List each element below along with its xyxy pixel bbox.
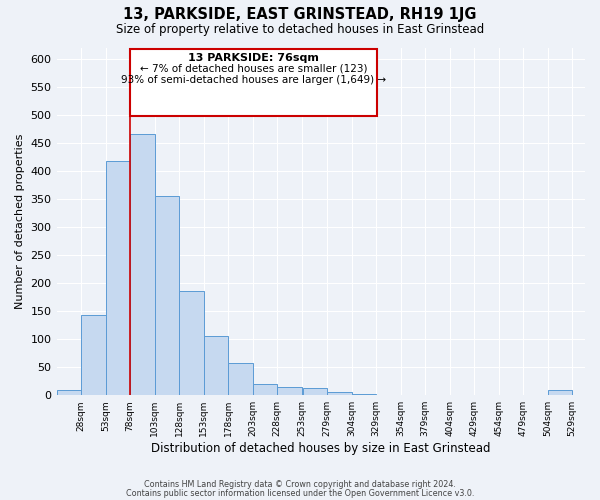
Bar [253,384,277,395]
Bar [106,161,130,395]
Bar [130,134,155,395]
Bar [352,394,376,395]
Bar [376,394,401,395]
Text: 13, PARKSIDE, EAST GRINSTEAD, RH19 1JG: 13, PARKSIDE, EAST GRINSTEAD, RH19 1JG [123,8,477,22]
X-axis label: Distribution of detached houses by size in East Grinstead: Distribution of detached houses by size … [151,442,491,455]
Text: ← 7% of detached houses are smaller (123): ← 7% of detached houses are smaller (123… [140,64,367,74]
Text: Contains HM Land Registry data © Crown copyright and database right 2024.: Contains HM Land Registry data © Crown c… [144,480,456,489]
Bar [155,196,179,395]
Bar [327,392,352,395]
Bar [179,292,203,395]
Bar [401,394,425,395]
Text: 13 PARKSIDE: 76sqm: 13 PARKSIDE: 76sqm [188,52,319,62]
FancyBboxPatch shape [130,48,377,116]
Bar [277,387,302,395]
Bar [228,363,253,395]
Text: 93% of semi-detached houses are larger (1,649) →: 93% of semi-detached houses are larger (… [121,75,386,85]
Bar [548,390,572,395]
Text: Contains public sector information licensed under the Open Government Licence v3: Contains public sector information licen… [126,490,474,498]
Bar [56,390,81,395]
Text: Size of property relative to detached houses in East Grinstead: Size of property relative to detached ho… [116,22,484,36]
Bar [203,336,228,395]
Y-axis label: Number of detached properties: Number of detached properties [15,134,25,309]
Bar [81,315,106,395]
Bar [302,388,327,395]
